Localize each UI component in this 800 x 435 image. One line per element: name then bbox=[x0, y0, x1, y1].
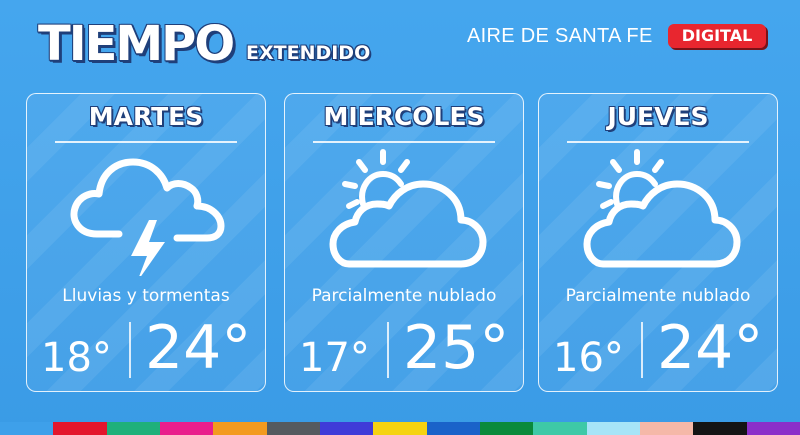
color-stripe-segment bbox=[426, 422, 480, 435]
divider bbox=[313, 141, 495, 143]
min-temperature: 16° bbox=[553, 335, 624, 381]
min-temperature: 17° bbox=[299, 335, 370, 381]
forecast-card-martes: MARTES Lluvias y tormentas 18° 24° bbox=[26, 93, 266, 392]
color-stripe-segment bbox=[0, 422, 54, 435]
forecast-card-jueves: JUEVES Parcialmente nublado 16° 24° bbox=[538, 93, 778, 392]
color-stripe-segment bbox=[533, 422, 587, 435]
color-stripe-segment bbox=[319, 422, 374, 435]
color-stripe-segment bbox=[53, 422, 107, 435]
color-stripe-segment bbox=[693, 422, 747, 435]
color-stripe-segment bbox=[159, 422, 214, 435]
max-temperature: 24° bbox=[657, 313, 764, 383]
min-temperature: 18° bbox=[41, 335, 112, 381]
color-stripe-segment bbox=[106, 422, 160, 435]
day-label: MARTES bbox=[88, 102, 204, 131]
color-stripe-segment bbox=[586, 422, 640, 435]
weather-description: Lluvias y tormentas bbox=[62, 286, 230, 306]
brand-name: AIRE DE SANTA FE bbox=[467, 25, 653, 47]
page-title: TIEMPO bbox=[38, 16, 235, 72]
color-stripe-segment bbox=[479, 422, 534, 435]
day-label: JUEVES bbox=[607, 102, 709, 131]
color-stripe-segment bbox=[213, 422, 267, 435]
divider bbox=[567, 141, 749, 143]
color-stripe-segment bbox=[373, 422, 427, 435]
divider bbox=[55, 141, 237, 143]
weather-description: Parcialmente nublado bbox=[565, 286, 751, 306]
temperature-divider bbox=[129, 322, 131, 378]
partly-cloudy-icon bbox=[329, 149, 487, 268]
forecast-card-miercoles: MIERCOLES Parcialmente nublado 17° 25° bbox=[284, 93, 524, 392]
partly-cloudy-icon bbox=[583, 149, 741, 268]
color-stripe bbox=[0, 422, 800, 435]
digital-badge: DIGITAL bbox=[668, 24, 766, 48]
color-stripe-segment bbox=[746, 422, 800, 435]
temperature-divider bbox=[387, 322, 389, 378]
max-temperature: 25° bbox=[403, 313, 510, 383]
temperature-divider bbox=[641, 322, 643, 378]
color-stripe-segment bbox=[639, 422, 694, 435]
page-subtitle: EXTENDIDO bbox=[246, 42, 371, 64]
day-label: MIERCOLES bbox=[323, 102, 485, 131]
weather-description: Parcialmente nublado bbox=[311, 286, 497, 306]
color-stripe-segment bbox=[266, 422, 320, 435]
cloud-storm-icon bbox=[70, 158, 225, 276]
max-temperature: 24° bbox=[145, 313, 252, 383]
